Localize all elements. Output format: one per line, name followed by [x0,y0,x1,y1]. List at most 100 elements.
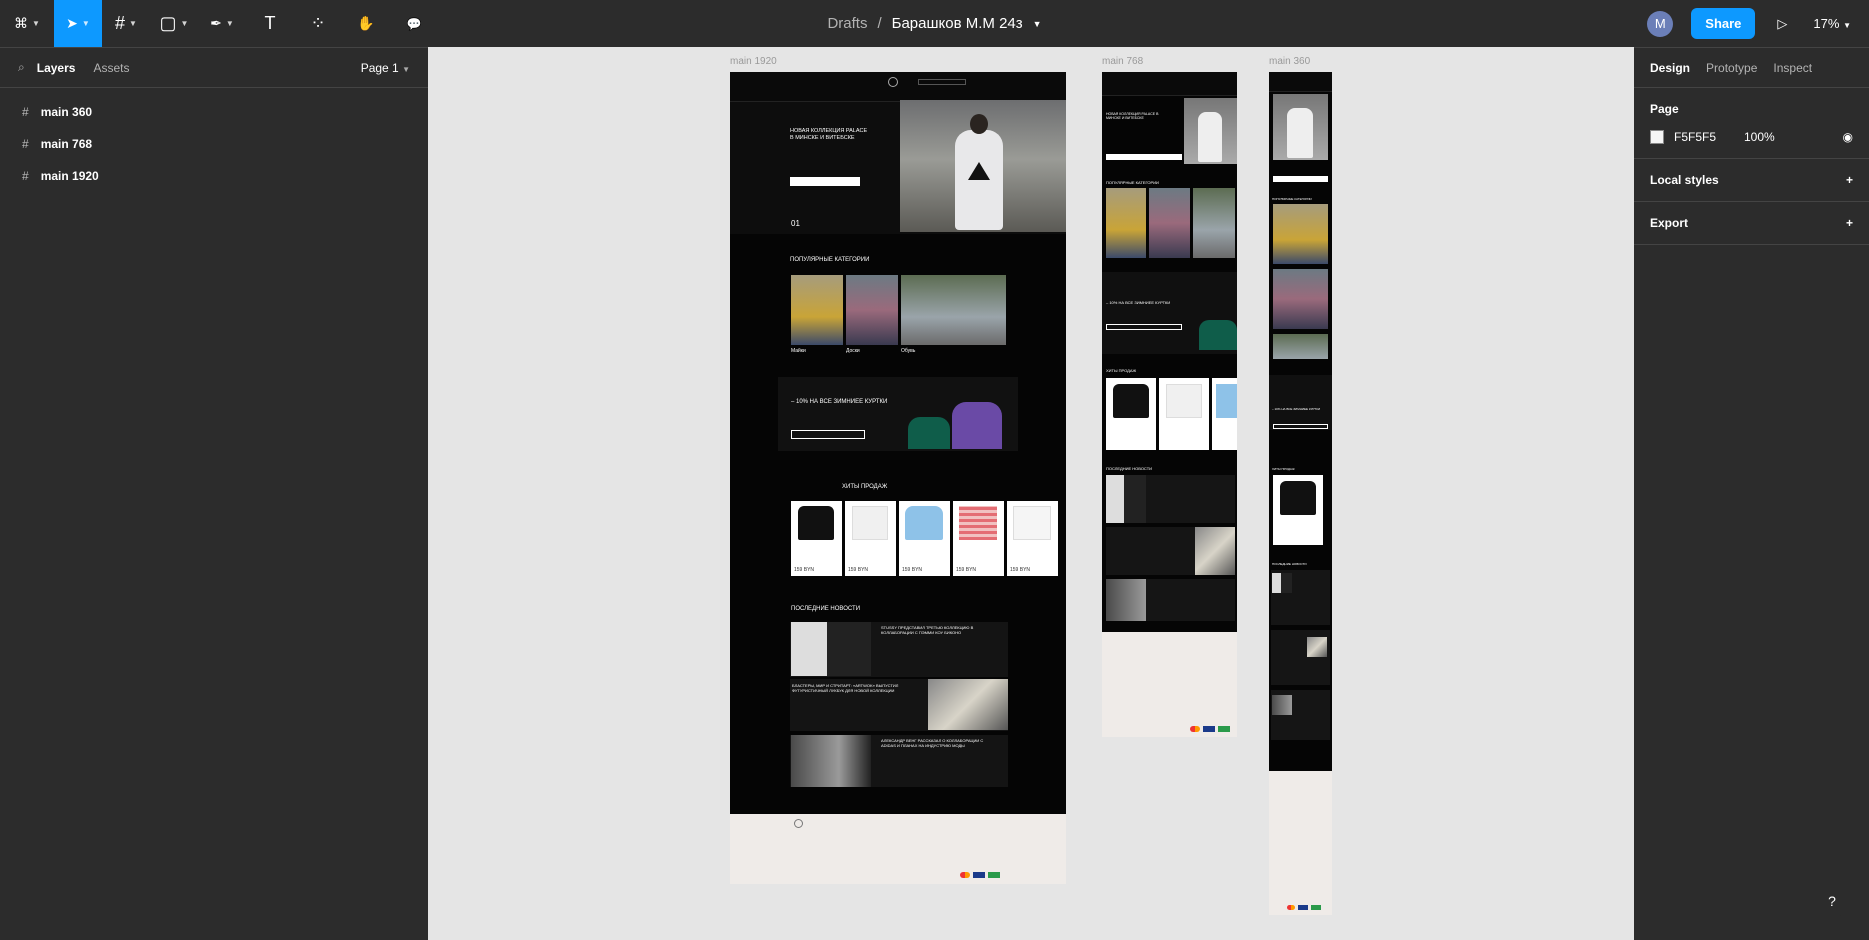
search-field [918,79,966,85]
news-image-3 [1272,695,1292,715]
product-price-1: 159 BYN [794,567,815,573]
payment-mastercard-icon [1287,905,1295,910]
category-image-1 [1106,188,1146,258]
payment-mir-icon [1218,726,1230,732]
news-title: ПОСЛЕДНИЕ НОВОСТИ [1106,466,1153,471]
page-color-value[interactable]: F5F5F5 [1674,130,1717,144]
page-color-swatch[interactable] [1650,130,1664,144]
share-button[interactable]: Share [1691,8,1756,39]
layer-item-main-1920[interactable]: # main 1920 [0,160,428,192]
sale-banner [1269,375,1332,430]
add-icon[interactable]: + [1845,216,1853,230]
sale-title: – 10% НА ВСЕ ЗИМНИЕЕ КУРТКИ [791,399,888,405]
frame-main-360[interactable]: ПОПУЛЯРНЫЕ КАТЕГОРИИ – 10% НА ВСЕ ЗИМНИЕ… [1269,72,1332,915]
play-icon[interactable]: ▷ [1777,15,1788,31]
frame-icon: # [22,137,29,151]
breadcrumb-separator: / [877,15,882,32]
file-name[interactable]: Барашков М.М 24з [891,15,1023,32]
layer-item-main-768[interactable]: # main 768 [0,128,428,160]
frame-icon: # [22,169,29,183]
popular-title: ПОПУЛЯРНЫЕ КАТЕГОРИИ [1106,180,1159,185]
add-icon[interactable]: + [1845,173,1853,187]
breadcrumb: Drafts / Барашков М.М 24з ▼ [0,0,1869,47]
category-image-1 [791,275,843,345]
news-image-2 [928,679,1008,730]
sale-image-jacket-purple [952,402,1002,449]
page-selector-label: Page 1 [360,60,399,75]
category-image-3 [901,275,1006,345]
payment-mastercard-icon [1190,726,1200,732]
comment-tool-button[interactable]: 💬 [390,0,438,47]
text-tool-button[interactable]: T [246,0,294,47]
chevron-down-icon: ▼ [1843,21,1851,30]
pen-icon: ✒ [210,15,222,31]
move-tool-button[interactable]: ➤ ▼ [54,0,102,47]
category-image-3 [1193,188,1235,258]
help-button[interactable]: ? [1815,884,1849,918]
hero-person-figure [1198,112,1222,162]
frame-label-1920[interactable]: main 1920 [730,56,777,67]
news-image-1 [791,622,871,676]
product-image-1 [1113,384,1149,418]
zoom-level[interactable]: 17% ▼ [1813,16,1851,31]
category-image-2 [846,275,898,345]
news-image-3 [1106,579,1146,621]
chevron-down-icon[interactable]: ▼ [1032,18,1042,29]
tab-assets[interactable]: Assets [93,60,130,75]
canvas[interactable]: main 1920 НОВАЯ КОЛЛЕКЦИЯ PALACE В МИНСК… [428,47,1634,940]
news-image-1 [1106,475,1146,523]
export-title: Export [1650,216,1689,230]
frame-label-768[interactable]: main 768 [1102,56,1144,67]
popular-title: ПОПУЛЯРНЫЕ КАТЕГОРИИ [790,257,870,263]
page-opacity-value[interactable]: 100% [1744,130,1775,144]
payment-mir-icon [988,872,1000,878]
breadcrumb-drafts[interactable]: Drafts [827,15,868,32]
frame-main-1920[interactable]: НОВАЯ КОЛЛЕКЦИЯ PALACE В МИНСКЕ И ВИТЕБС… [730,72,1066,884]
layer-item-main-360[interactable]: # main 360 [0,96,428,128]
main-menu-button[interactable]: ⌘ ▼ [14,15,40,31]
resources-icon: ⁘ [310,13,326,33]
hand-tool-button[interactable]: ✋ [342,0,390,47]
page-section: Page F5F5F5 100% ◉ [1634,88,1869,159]
layer-label: main 768 [40,137,93,151]
hero-title: НОВАЯ КОЛЛЕКЦИЯ PALACE В МИНСКЕ И ВИТЕБС… [790,128,868,141]
sale-title: – 10% НА ВСЕ ЗИМНИЕЕ КУРТКИ [1272,407,1321,411]
frame-main-768[interactable]: НОВАЯ КОЛЛЕКЦИЯ PALACE В МИНСКЕ И ВИТЕБС… [1102,72,1237,737]
hero-title: НОВАЯ КОЛЛЕКЦИЯ PALACE В МИНСКЕ И ВИТЕБС… [1106,112,1159,120]
chevron-down-icon: ▼ [402,64,410,74]
avatar[interactable]: M [1647,10,1674,37]
shape-tool-button[interactable]: ▢ ▼ [159,13,189,33]
hero-person-figure [1287,108,1313,158]
news-headline-2: БЛАСТЕРЫ, МИР И СТРИТАРТ: «ARTWOK» ВЫПУС… [792,683,899,693]
frame-label-360[interactable]: main 360 [1269,56,1311,67]
export-section: Export + [1634,202,1869,245]
product-image-1 [1280,481,1316,515]
tab-inspect[interactable]: Inspect [1773,60,1813,75]
news-image-2 [1195,527,1235,575]
tab-prototype[interactable]: Prototype [1706,60,1758,75]
payment-visa-icon [1298,905,1308,910]
text-icon: T [264,13,276,33]
news-image-2 [1307,637,1327,657]
sale-image-jacket-green [908,417,950,449]
frame-tool-button[interactable]: # ▼ [115,13,137,33]
page-selector[interactable]: Page 1 ▼ [361,61,410,75]
sale-button [791,430,865,439]
search-icon[interactable]: ⌕ [18,60,25,74]
footer [1269,771,1332,915]
eye-icon[interactable]: ◉ [1842,130,1853,144]
hero-button [1273,176,1328,182]
tab-design[interactable]: Design [1650,60,1691,75]
resources-tool-button[interactable]: ⁘ [294,0,342,47]
sale-image-jacket-green [1199,320,1237,350]
tab-layers[interactable]: Layers [36,60,76,75]
category-label-2: Доски [846,348,860,354]
pen-tool-button[interactable]: ✒ ▼ [210,15,234,31]
product-price-3: 159 BYN [902,567,923,573]
footer [730,814,1066,884]
product-price-2: 159 BYN [848,567,869,573]
footer [1102,632,1237,737]
local-styles-section: Local styles + [1634,159,1869,202]
category-image-3 [1273,334,1328,359]
category-image-1 [1273,204,1328,264]
